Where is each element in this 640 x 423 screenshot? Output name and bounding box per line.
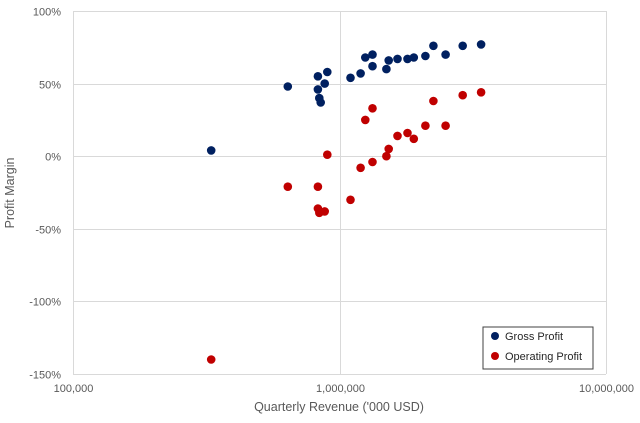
data-points bbox=[206, 40, 486, 364]
legend-label-gross-profit: Gross Profit bbox=[505, 331, 563, 343]
data-point-gross-profit bbox=[361, 53, 370, 62]
data-point-operating-profit bbox=[421, 121, 430, 130]
tick-labels: 100% 50% 0% -50% -100% -150%100,000 1,000,000 1… bbox=[29, 7, 634, 396]
data-point-gross-profit bbox=[441, 50, 450, 59]
data-point-gross-profit bbox=[346, 73, 355, 83]
x-tick-label: 1,000,000 bbox=[316, 383, 365, 395]
y-tick-label: -50% bbox=[35, 225, 61, 237]
x-tick-label: 100,000 bbox=[54, 383, 94, 395]
data-point-gross-profit bbox=[283, 82, 293, 91]
legend-marker-operating-profit bbox=[491, 352, 499, 360]
legend: Gross Profit Operating Profit bbox=[482, 326, 594, 370]
data-point-operating-profit bbox=[320, 207, 330, 216]
data-point-gross-profit bbox=[313, 85, 323, 94]
x-axis-title: Quarterly Revenue ('000 USD) bbox=[254, 400, 424, 414]
data-point-operating-profit bbox=[313, 182, 323, 191]
data-point-operating-profit bbox=[403, 128, 412, 138]
legend-marker-gross-profit bbox=[491, 332, 499, 340]
data-point-gross-profit bbox=[323, 67, 332, 77]
y-tick-label: -100% bbox=[29, 297, 61, 309]
data-point-operating-profit bbox=[356, 163, 365, 173]
data-point-operating-profit bbox=[206, 355, 216, 364]
y-tick-label: 100% bbox=[33, 7, 61, 19]
data-point-gross-profit bbox=[384, 56, 394, 65]
data-point-operating-profit bbox=[283, 182, 293, 191]
y-tick-label: 50% bbox=[39, 80, 61, 92]
data-point-gross-profit bbox=[368, 61, 377, 71]
y-tick-label: -150% bbox=[29, 370, 61, 382]
data-point-operating-profit bbox=[384, 144, 394, 154]
data-point-gross-profit bbox=[356, 69, 365, 78]
data-point-operating-profit bbox=[393, 131, 402, 141]
data-point-operating-profit bbox=[323, 150, 332, 159]
data-point-operating-profit bbox=[458, 90, 468, 100]
data-point-operating-profit bbox=[382, 151, 391, 161]
data-point-gross-profit bbox=[429, 41, 438, 51]
data-point-gross-profit bbox=[313, 72, 323, 81]
data-point-gross-profit bbox=[409, 53, 419, 62]
x-tick-label: 10,000,000 bbox=[579, 383, 634, 395]
data-point-operating-profit bbox=[409, 134, 419, 144]
data-point-gross-profit bbox=[421, 51, 430, 61]
data-point-gross-profit bbox=[476, 40, 486, 49]
legend-label-operating-profit: Operating Profit bbox=[505, 351, 582, 363]
data-point-operating-profit bbox=[368, 157, 377, 167]
data-point-gross-profit bbox=[393, 54, 402, 64]
legend-box bbox=[482, 326, 594, 370]
data-point-operating-profit bbox=[361, 115, 370, 125]
y-tick-label: 0% bbox=[45, 152, 61, 164]
y-axis-title: Profit Margin bbox=[3, 158, 17, 229]
data-point-operating-profit bbox=[368, 104, 377, 113]
data-point-operating-profit bbox=[346, 195, 355, 205]
data-point-gross-profit bbox=[382, 64, 391, 74]
data-point-operating-profit bbox=[441, 121, 450, 130]
data-point-operating-profit bbox=[429, 96, 438, 106]
data-point-operating-profit bbox=[476, 88, 486, 97]
data-point-gross-profit bbox=[368, 50, 377, 59]
data-point-gross-profit bbox=[320, 79, 330, 88]
data-point-gross-profit bbox=[206, 146, 216, 155]
gridlines bbox=[73, 11, 607, 375]
data-point-gross-profit bbox=[458, 41, 468, 51]
data-point-gross-profit bbox=[316, 98, 326, 107]
